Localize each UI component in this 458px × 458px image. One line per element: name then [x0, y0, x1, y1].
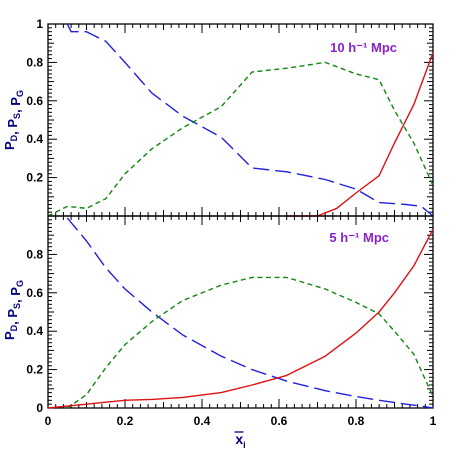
- y-tick-label: 0: [36, 401, 43, 415]
- x-tick-label: 0.4: [194, 414, 211, 428]
- y-tick-label: 0.6: [26, 286, 43, 300]
- series-line-0: [66, 217, 434, 409]
- panel-annotation: 5 h⁻¹ Mpc: [329, 230, 389, 245]
- y-tick-label: 0.8: [26, 55, 43, 69]
- bottom-panel: 0 0.2 0.4 0.6 0.8 0 0.2 0.4 0.6 0.8 1 5 h⁻¹ Mpc PD, …: [2, 215, 437, 450]
- series-line-2: [286, 52, 434, 217]
- x-axis-label: xi: [235, 431, 245, 450]
- y-tick-label: 0.2: [26, 363, 43, 377]
- x-tick-label: 0: [45, 414, 52, 428]
- series-line-1: [66, 276, 434, 409]
- y-tick-label: 0.4: [26, 324, 43, 338]
- y-tick-label: 1: [36, 17, 43, 31]
- x-tick-label: 0.8: [348, 414, 365, 428]
- series-line-0: [66, 23, 434, 217]
- panel-annotation: 10 h⁻¹ Mpc: [330, 40, 397, 55]
- y-axis-label: PD, PS, PG: [2, 90, 25, 150]
- series-line-2: [47, 229, 434, 409]
- y-tick-label: 0.2: [26, 171, 43, 185]
- y-tick-label: 0.8: [26, 247, 43, 261]
- y-tick-label: 0.6: [26, 94, 43, 108]
- series-line-1: [47, 61, 434, 217]
- y-axis-label: PD, PS, PG: [2, 280, 25, 340]
- y-tick-label: 0.4: [26, 132, 43, 146]
- x-tick-label: 1: [430, 414, 437, 428]
- x-tick-label: 0.6: [271, 414, 288, 428]
- x-tick-label: 0.2: [117, 414, 134, 428]
- top-panel: 0.2 0.4 0.6 0.8 1 10 h⁻¹ Mpc PD, PS, PG: [2, 17, 434, 217]
